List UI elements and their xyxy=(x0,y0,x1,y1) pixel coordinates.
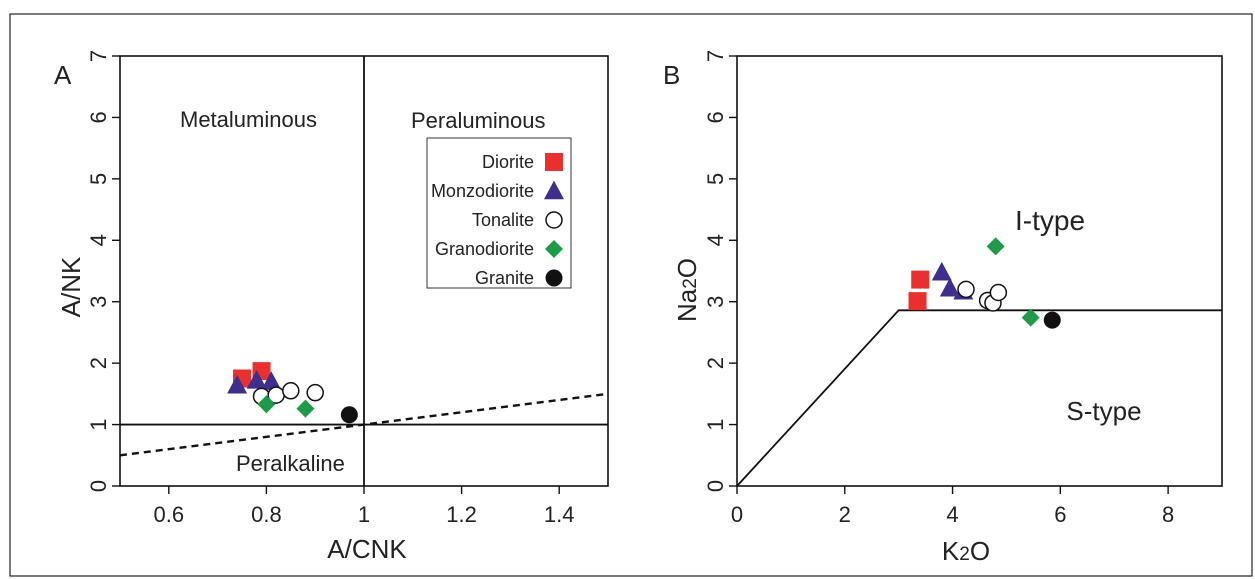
panel-a-point-granodiorite xyxy=(296,399,315,418)
panel-a-point-monzodiorite xyxy=(227,374,248,394)
panel-a-x-tick-label: 1.2 xyxy=(446,502,477,527)
panel-a-y-tick-label: 3 xyxy=(86,296,111,308)
panel-a-y-tick-label: 0 xyxy=(86,480,111,492)
panel-a-y-axis-label: A/NK xyxy=(56,256,86,317)
panel-b-x-tick-label: 2 xyxy=(839,502,851,527)
panel-b-point-diorite xyxy=(908,292,927,311)
panel-b-point-monzodiorite xyxy=(939,277,960,297)
panel-b-point-tonalite xyxy=(957,280,975,299)
figure-frame xyxy=(9,13,1253,577)
legend-marker-granite xyxy=(545,269,563,287)
panel-a-point-granodiorite xyxy=(257,395,276,414)
panel-b-point-monzodiorite xyxy=(931,261,952,281)
panel-a-point-monzodiorite xyxy=(246,369,267,389)
region-i-type-label: I-type xyxy=(1015,205,1085,236)
panel-b-x-tick-label: 0 xyxy=(731,502,743,527)
panel-b-y-tick-label: 5 xyxy=(703,173,728,185)
region-peralkaline-label: Peralkaline xyxy=(236,451,345,476)
region-peraluminous-label: Peraluminous xyxy=(411,108,546,133)
legend: Diorite Monzodiorite Tonalite Granodiorite G… xyxy=(426,137,572,289)
panel-b-point-diorite xyxy=(911,270,930,289)
legend-label-granite: Granite xyxy=(475,268,534,288)
legend-label-monzodiorite: Monzodiorite xyxy=(431,181,534,201)
panel-a-x-tick-label: 0.6 xyxy=(154,502,185,527)
panel-b-y-tick-label: 6 xyxy=(703,111,728,123)
region-s-type-label: S-type xyxy=(1066,396,1141,426)
panel-a-label: A xyxy=(54,60,72,90)
legend-label-tonalite: Tonalite xyxy=(472,210,534,230)
panel-b-boundary-line-0 xyxy=(736,309,1222,487)
panel-a-y-tick-label: 6 xyxy=(86,111,111,123)
legend-marker-tonalite xyxy=(545,211,563,229)
legend-marker-granodiorite xyxy=(545,240,563,258)
legend-marker-monzodiorite xyxy=(544,180,564,200)
panel-b-y-tick-label: 1 xyxy=(703,418,728,430)
panel-b-point-tonalite xyxy=(989,283,1008,302)
panel-a-x-tick-label: 1.4 xyxy=(544,502,575,527)
panel-a-y-tick-label: 2 xyxy=(86,357,111,369)
panel-a-y-tick-label: 4 xyxy=(86,234,111,246)
panel-a-x-tick-label: 0.8 xyxy=(251,502,282,527)
panel-a-point-tonalite xyxy=(306,383,324,402)
panel-a-x-axis-label: A/CNK xyxy=(327,534,407,564)
legend-marker-diorite xyxy=(545,153,563,171)
panel-b-label: B xyxy=(663,60,680,90)
panel-a-y-tick-label: 7 xyxy=(86,50,111,62)
panel-b-point-granodiorite xyxy=(986,237,1005,256)
legend-label-diorite: Diorite xyxy=(482,152,534,172)
panel-b-y-tick-label: 4 xyxy=(703,234,728,246)
panel-b-x-tick-label: 8 xyxy=(1162,502,1174,527)
panel-a-y-tick-label: 1 xyxy=(86,418,111,430)
panel-a-point-granite xyxy=(340,406,358,424)
panel-b-y-tick-label: 0 xyxy=(703,480,728,492)
panel-b-y-tick-label: 7 xyxy=(703,50,728,62)
panel-b-point-granodiorite xyxy=(1021,308,1040,327)
panel-b-x-tick-label: 6 xyxy=(1054,502,1066,527)
panel-b-y-tick-label: 2 xyxy=(703,357,728,369)
panel-b-plot-area xyxy=(736,55,1223,487)
panel-a: A A/CNK A/NK Metaluminous Peraluminous P… xyxy=(54,50,609,564)
panel-a-y-tick-label: 5 xyxy=(86,173,111,185)
panel-b-point-granite xyxy=(1043,311,1061,329)
panel-b-y-axis-label: Na2O xyxy=(672,258,702,322)
panel-b-y-tick-label: 3 xyxy=(703,296,728,308)
region-metaluminous-label: Metaluminous xyxy=(180,107,317,132)
panel-a-point-tonalite xyxy=(282,382,300,400)
panel-a-x-tick-label: 1 xyxy=(358,502,370,527)
legend-label-granodiorite: Granodiorite xyxy=(435,239,534,259)
panel-b-x-axis-label: K2O xyxy=(942,536,990,566)
panel-b: B K2O Na2O I-type S-type 0 2 4 6 8 0 1 2 3 4 5 6 7 xyxy=(663,50,1223,566)
panel-a-point-monzodiorite xyxy=(261,371,282,390)
panel-b-x-tick-label: 4 xyxy=(946,502,958,527)
panel-a-boundary-line-2 xyxy=(119,392,609,457)
